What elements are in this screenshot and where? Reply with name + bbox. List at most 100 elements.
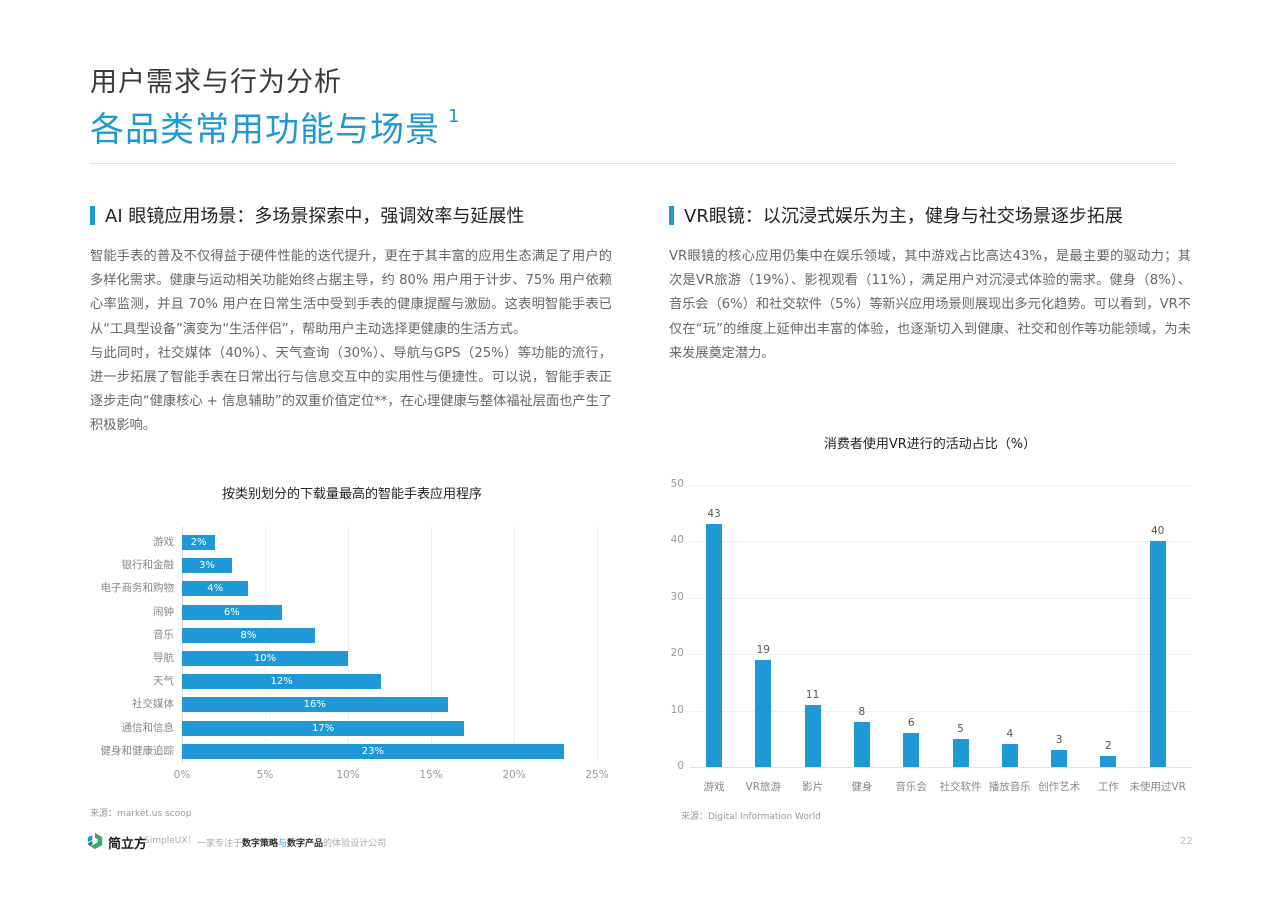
category-label: 影片: [802, 781, 824, 793]
category-label: 银行和金融: [121, 559, 175, 572]
bar: [1149, 541, 1166, 767]
bar: 16%: [182, 697, 448, 713]
x-gridline: [348, 527, 349, 763]
category-label: 电子商务和购物: [100, 582, 175, 595]
y-tick-label: 0: [677, 760, 684, 772]
tagline-bold-2: 数字产品: [287, 839, 324, 849]
bar: [903, 733, 920, 767]
hbar-chart-title: 按类别划分的下载量最高的智能手表应用程序: [221, 487, 482, 502]
y-gridline: [690, 654, 1192, 656]
x-tick-label: 5%: [256, 769, 274, 781]
x-tick-label: 20%: [502, 769, 526, 781]
left-paragraphs: 智能手表的普及不仅得益于硬件性能的迭代提升，更在于其丰富的应用生态满足了用户的多…: [90, 245, 612, 439]
category-label: 导航: [153, 652, 174, 664]
left-section-heading: AI 眼镜应用场景：多场景探索中，强调效率与延展性: [90, 202, 524, 228]
y-gridline: [690, 541, 1192, 543]
y-gridline: [690, 597, 1192, 599]
bar: 6%: [182, 604, 282, 620]
x-tick-label: 15%: [419, 769, 443, 781]
page-title: 各品类常用功能与场景 1: [90, 102, 460, 151]
bar: [1100, 755, 1117, 767]
category-label: 播放音乐: [988, 781, 1031, 793]
category-label: 通信和信息: [121, 721, 175, 734]
category-label: 健身和健康追踪: [100, 744, 175, 757]
bar: [853, 721, 870, 767]
tagline-mid: 与: [278, 839, 288, 849]
bar: 23%: [182, 743, 564, 759]
x-gridline: [597, 527, 598, 763]
y-tick-label: 40: [670, 534, 684, 547]
heading-accent-bar: [90, 205, 95, 225]
bar: 10%: [182, 651, 348, 666]
category-label: 社交媒体: [132, 698, 174, 711]
y-gridline: [690, 485, 1192, 486]
bar: 8%: [182, 627, 315, 643]
bar-value-label: 11: [805, 688, 820, 701]
bar: 2%: [182, 535, 216, 550]
tagline-post: 的体验设计公司: [323, 839, 387, 849]
bar: [952, 738, 969, 767]
category-label: 音乐: [153, 628, 174, 641]
bar: 17%: [182, 720, 465, 736]
category-label: 游戏: [703, 781, 725, 793]
tagline-bold-1: 数字策略: [242, 839, 279, 849]
brand-name-en: SimpleUX: [144, 836, 188, 846]
bar-value-label: 43: [707, 508, 721, 521]
category-label: 创作艺术: [1038, 781, 1081, 793]
right-paragraphs: VR眼镜的核心应用仍集中在娱乐领域，其中游戏占比高达43%，是最主要的驱动力；其…: [669, 245, 1191, 366]
category-label: 游戏: [153, 536, 174, 548]
bar-value-label: 4: [1006, 728, 1014, 741]
category-label: 社交软件: [939, 781, 982, 793]
right-paragraph-1: VR眼镜的核心应用仍集中在娱乐领域，其中游戏占比高达43%，是最主要的驱动力；其…: [669, 249, 1191, 361]
x-tick-label: 10%: [336, 769, 360, 781]
category-label: 天气: [153, 675, 174, 688]
category-label: 健身: [851, 781, 873, 793]
bar-value-label: 5: [957, 722, 964, 735]
category-label: 音乐会: [895, 781, 927, 793]
left-heading-text: AI 眼镜应用场景：多场景探索中，强调效率与延展性: [105, 206, 525, 227]
left-source: 来源：market.us scoop: [90, 809, 192, 819]
y-tick-label: 10: [670, 703, 684, 716]
x-gridline: [182, 527, 183, 763]
header-divider: [90, 163, 1176, 164]
simpleux-logo-icon: [87, 832, 103, 850]
bar: [706, 524, 722, 767]
x-gridline: [514, 527, 515, 763]
tagline-pre: 一家专注于: [197, 839, 243, 849]
bar: [1051, 750, 1068, 767]
category-label: 工作: [1097, 781, 1119, 793]
x-gridline: [265, 527, 266, 763]
footnote-marker: 1: [448, 106, 461, 127]
page-number: 22: [1180, 836, 1193, 847]
x-tick-label: 0%: [173, 769, 191, 781]
y-gridline: [690, 767, 1192, 768]
right-heading-text: VR眼镜：以沉浸式娱乐为主，健身与社交场景逐步拓展: [684, 206, 1123, 227]
y-tick-label: 20: [670, 647, 684, 660]
right-source: 来源：Digital Information World: [681, 812, 821, 822]
bar-value-label: 2: [1105, 739, 1112, 752]
bar: 3%: [182, 558, 232, 574]
bar: 12%: [182, 674, 382, 690]
footer-separator: |: [188, 835, 192, 845]
bar: [755, 659, 772, 767]
brand-name: 简立方: [108, 837, 148, 852]
category-label: 闹钟: [153, 605, 174, 618]
bar: [1001, 744, 1018, 767]
bar: 4%: [182, 581, 249, 597]
vbar-chart-title: 消费者使用VR进行的活动占比（%）: [823, 437, 1037, 452]
x-tick-label: 25%: [585, 769, 609, 781]
bar: [804, 704, 821, 767]
left-paragraph-2: 与此同时，社交媒体（40%）、天气查询（30%）、导航与GPS（25%）等功能的…: [90, 345, 612, 434]
x-gridline: [431, 527, 432, 763]
category-label: 未使用过VR: [1129, 781, 1186, 793]
bar-value-label: 6: [907, 717, 915, 730]
bar-value-label: 19: [756, 643, 770, 656]
section-kicker: 用户需求与行为分析: [90, 67, 342, 98]
y-gridline: [690, 710, 1192, 712]
footer-tagline: 一家专注于数字策略与数字产品的体验设计公司: [197, 836, 386, 849]
category-label: VR旅游: [745, 781, 782, 793]
right-section-heading: VR眼镜：以沉浸式娱乐为主，健身与社交场景逐步拓展: [669, 202, 1123, 228]
left-paragraph-1: 智能手表的普及不仅得益于硬件性能的迭代提升，更在于其丰富的应用生态满足了用户的多…: [90, 249, 612, 337]
heading-accent-bar: [669, 205, 674, 225]
page-title-text: 各品类常用功能与场景: [90, 110, 440, 150]
